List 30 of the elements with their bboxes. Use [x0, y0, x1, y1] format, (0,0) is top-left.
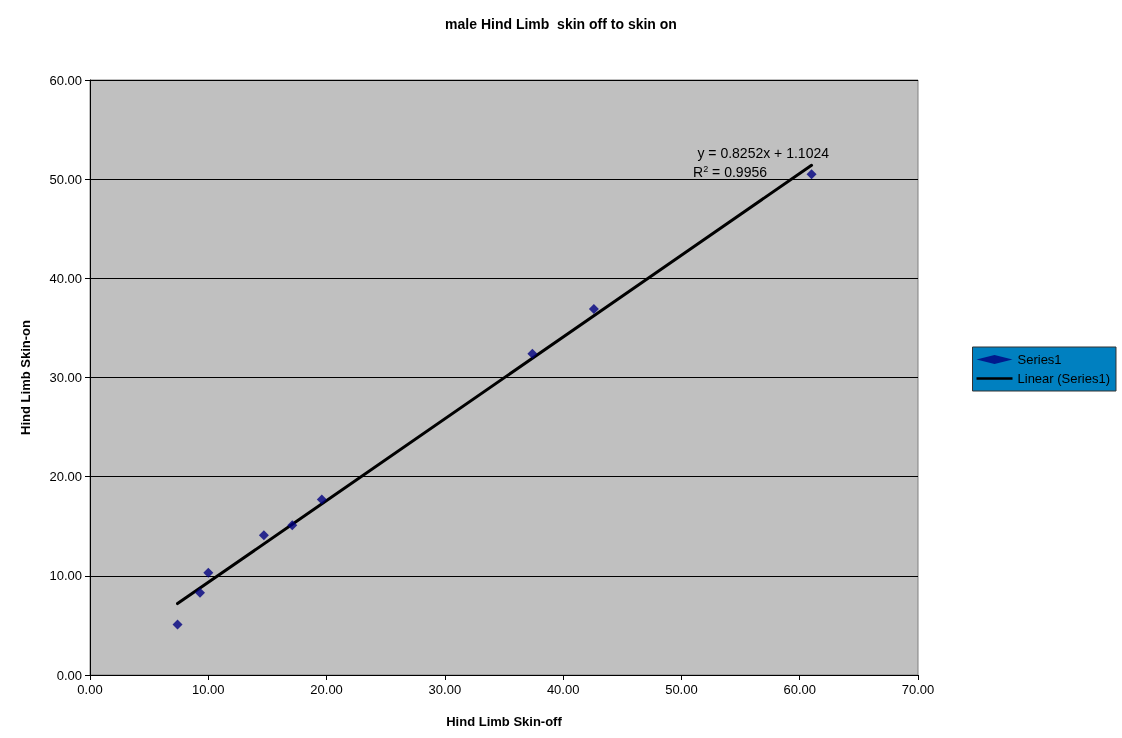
- x-tick-label: 20.00: [310, 682, 343, 697]
- point: [195, 587, 206, 598]
- y-tick-label: 30.00: [49, 370, 82, 385]
- x-tick-label: 50.00: [665, 682, 698, 697]
- point: [806, 169, 817, 180]
- y-tick-label: 40.00: [49, 270, 82, 286]
- legend-label: Series1: [1017, 352, 1062, 367]
- x-tick-label: 0.00: [77, 682, 103, 697]
- y-axis-title: Hind Limb Skin-on: [18, 320, 33, 435]
- x-tick-label: 70.00: [901, 682, 935, 697]
- annotation: y = 0.8252x + 1.1024: [697, 145, 830, 161]
- point: [316, 494, 327, 505]
- x-tick-label: 40.00: [546, 682, 580, 697]
- y-tick-label: 60.00: [49, 72, 82, 88]
- x-axis-title: Hind Limb Skin-off: [446, 714, 563, 729]
- x-tick-label: 10.00: [192, 682, 225, 697]
- point: [287, 520, 298, 531]
- point: [172, 619, 183, 630]
- y-tick-label: 0.00: [56, 667, 82, 683]
- chart-title: male Hind Limb skin off to skin on: [445, 16, 677, 32]
- y-tick-label: 10.00: [49, 568, 82, 584]
- x-tick-label: 30.00: [428, 682, 462, 697]
- point: [258, 530, 269, 541]
- point: [588, 304, 599, 315]
- point: [527, 348, 538, 359]
- point: [203, 567, 214, 578]
- legend-label: Linear (Series1): [1017, 371, 1111, 386]
- y-tick-label: 20.00: [49, 469, 82, 485]
- y-tick-label: 50.00: [49, 171, 82, 187]
- x-tick-label: 60.00: [783, 682, 816, 697]
